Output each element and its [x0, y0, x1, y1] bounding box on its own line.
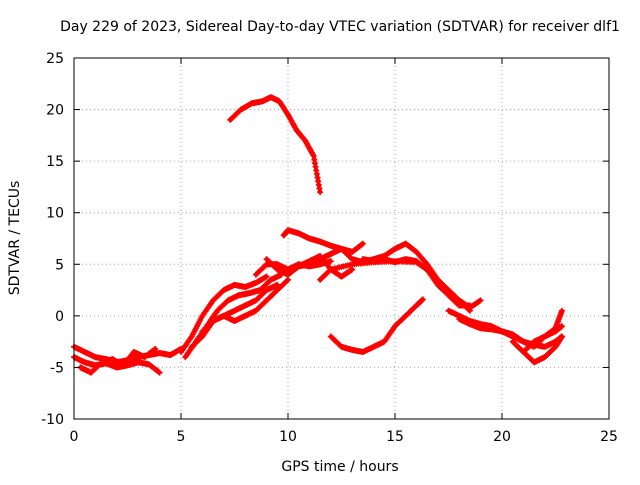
series-track-h — [227, 94, 324, 196]
y-tick-label: -5 — [50, 360, 64, 376]
series-track-q — [456, 307, 565, 350]
y-axis-label: SDTVAR / TECUs — [7, 181, 23, 296]
series-track-o — [359, 256, 484, 311]
chart-title: Day 229 of 2023, Sidereal Day-to-day VTE… — [60, 19, 620, 35]
data-point — [326, 267, 333, 274]
data-point — [477, 297, 484, 304]
x-axis: 0 5 10 15 20 25 — [70, 58, 618, 445]
data-point — [558, 307, 565, 314]
plot-frame — [73, 57, 610, 420]
data-point — [317, 189, 324, 196]
data-point — [285, 276, 291, 283]
y-axis: -10 -5 0 5 10 15 20 25 — [41, 51, 609, 428]
x-tick-label: 15 — [386, 429, 404, 445]
series-track-b — [71, 354, 163, 376]
x-tick-label: 10 — [279, 429, 297, 445]
x-axis-label: GPS time / hours — [281, 459, 398, 475]
data-point — [419, 296, 426, 303]
series-track-n — [327, 296, 426, 355]
y-tick-label: -10 — [41, 412, 64, 428]
series-layer — [71, 94, 565, 376]
y-tick-label: 25 — [46, 51, 64, 67]
data-point — [358, 241, 365, 248]
data-point — [349, 266, 356, 273]
data-point — [156, 369, 163, 376]
y-tick-label: 10 — [46, 206, 64, 222]
x-tick-label: 25 — [600, 429, 618, 445]
data-point — [283, 277, 290, 284]
data-point — [327, 258, 334, 265]
y-tick-label: 15 — [46, 154, 64, 170]
data-point — [558, 323, 565, 330]
data-point — [155, 368, 162, 375]
data-point — [263, 273, 270, 280]
series-track-c — [77, 345, 159, 376]
y-tick-label: 5 — [55, 257, 64, 273]
data-point — [152, 345, 159, 352]
data-point — [151, 346, 158, 353]
series-track-d — [178, 273, 270, 355]
y-tick-label: 0 — [55, 309, 64, 325]
x-tick-label: 5 — [177, 429, 186, 445]
y-tick-label: 20 — [46, 103, 64, 119]
data-point — [558, 333, 565, 340]
x-tick-label: 0 — [70, 429, 79, 445]
data-point — [359, 240, 366, 247]
x-tick-label: 20 — [493, 429, 511, 445]
series-track-g — [199, 276, 291, 335]
data-point — [274, 281, 281, 288]
series-track-s — [520, 323, 565, 355]
